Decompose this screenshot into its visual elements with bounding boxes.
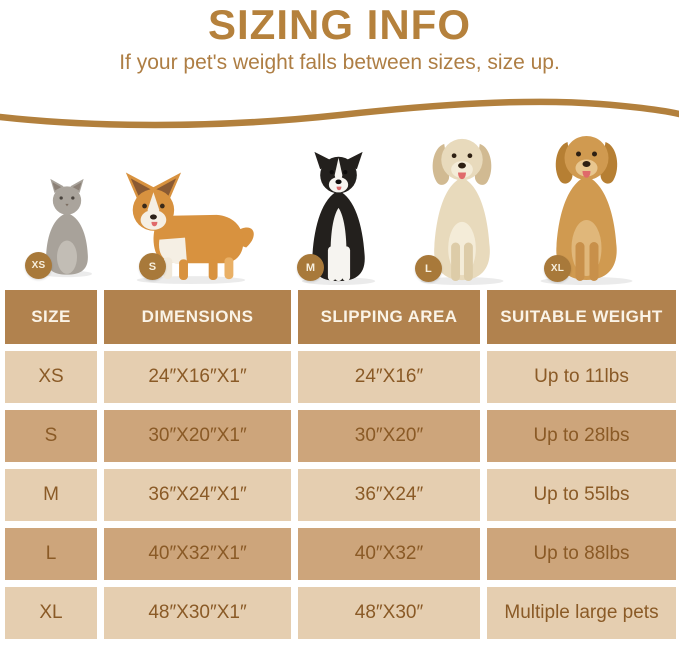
cat-illustration: [37, 178, 92, 278]
cell-size: XS: [5, 351, 97, 403]
table-row-m: M 36″X24″X1″ 36″X24″ Up to 55lbs: [5, 469, 676, 521]
cell-suitable-weight: Multiple large pets: [487, 587, 676, 639]
table-header-row: SIZE DIMENSIONS SLIPPING AREA SUITABLE W…: [5, 290, 676, 344]
border-collie-illustration: [301, 151, 376, 285]
cell-suitable-weight: Up to 11lbs: [487, 351, 676, 403]
table-row-xs: XS 24″X16″X1″ 24″X16″ Up to 11lbs: [5, 351, 676, 403]
sizing-table: SIZE DIMENSIONS SLIPPING AREA SUITABLE W…: [5, 290, 676, 646]
size-badge-l: L: [415, 255, 442, 282]
page-subtitle: If your pet's weight falls between sizes…: [119, 51, 560, 74]
size-badge-s: S: [139, 253, 166, 280]
cell-size: XL: [5, 587, 97, 639]
pet-corgi-s: [112, 170, 260, 284]
pet-golden-retriever-xl: [522, 130, 652, 285]
size-badge-xl: XL: [544, 255, 571, 282]
pet-cat-xs: [26, 178, 108, 278]
decorative-swoosh: [0, 98, 679, 129]
corgi-illustration: [125, 172, 254, 284]
cell-dimensions: 24″X16″X1″: [104, 351, 291, 403]
cell-dimensions: 48″X30″X1″: [104, 587, 291, 639]
column-header-slipping-area: SLIPPING AREA: [298, 290, 480, 344]
table-row-xl: XL 48″X30″X1″ 48″X30″ Multiple large pet…: [5, 587, 676, 639]
golden-retriever-illustration: [540, 136, 633, 285]
cell-size: S: [5, 410, 97, 462]
size-badge-xs: XS: [25, 252, 52, 279]
cell-slipping-area: 30″X20″: [298, 410, 480, 462]
pet-border-collie-m: [288, 150, 390, 285]
cell-suitable-weight: Up to 28lbs: [487, 410, 676, 462]
light-golden-retriever-illustration: [420, 138, 504, 285]
table-row-l: L 40″X32″X1″ 40″X32″ Up to 88lbs: [5, 528, 676, 580]
cell-slipping-area: 48″X30″: [298, 587, 480, 639]
cell-slipping-area: 40″X32″: [298, 528, 480, 580]
cell-suitable-weight: Up to 88lbs: [487, 528, 676, 580]
cell-dimensions: 40″X32″X1″: [104, 528, 291, 580]
cell-suitable-weight: Up to 55lbs: [487, 469, 676, 521]
cell-size: L: [5, 528, 97, 580]
cell-dimensions: 36″X24″X1″: [104, 469, 291, 521]
page-title: SIZING INFO: [208, 1, 471, 48]
size-badge-m: M: [297, 254, 324, 281]
table-row-s: S 30″X20″X1″ 30″X20″ Up to 28lbs: [5, 410, 676, 462]
cell-slipping-area: 36″X24″: [298, 469, 480, 521]
column-header-size: SIZE: [5, 290, 97, 344]
cell-dimensions: 30″X20″X1″: [104, 410, 291, 462]
cell-slipping-area: 24″X16″: [298, 351, 480, 403]
pet-light-golden-retriever-l: [406, 132, 518, 285]
column-header-dimensions: DIMENSIONS: [104, 290, 291, 344]
cell-size: M: [5, 469, 97, 521]
column-header-suitable-weight: SUITABLE WEIGHT: [487, 290, 676, 344]
